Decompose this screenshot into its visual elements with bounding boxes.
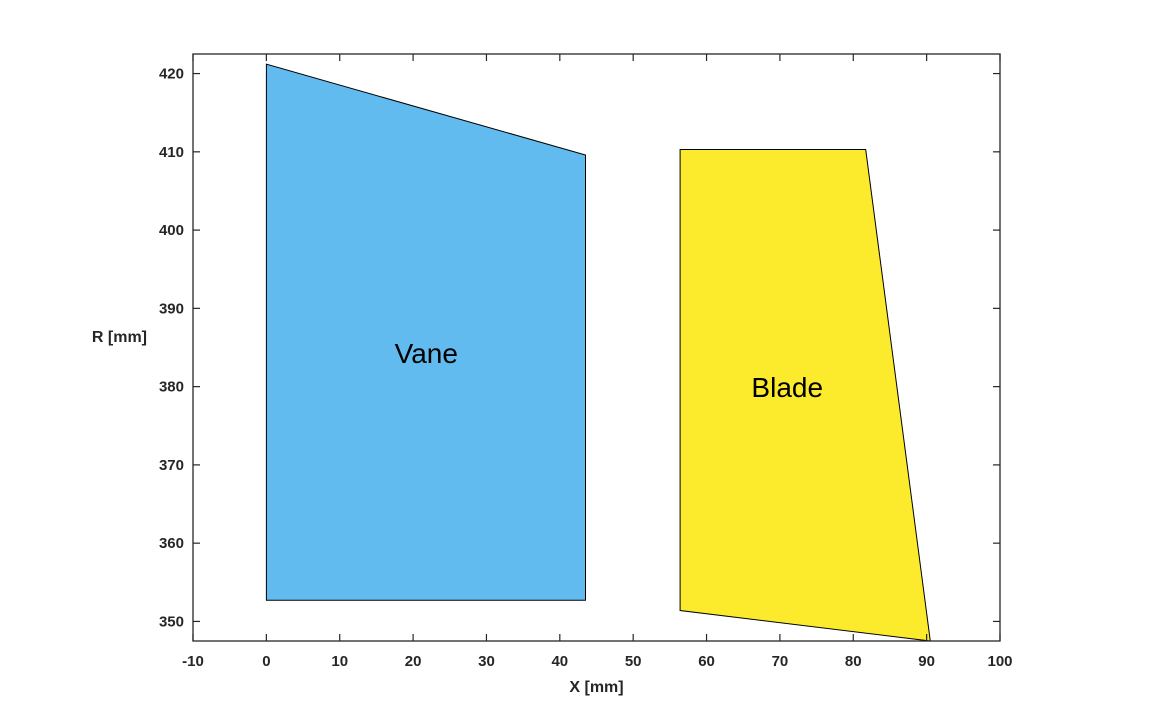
- y-tick-label: 420: [159, 66, 184, 83]
- y-tick-label: 380: [159, 379, 184, 396]
- tick-layer: [192, 54, 1001, 641]
- x-tick-label: 90: [918, 653, 935, 670]
- y-tick-label: 390: [159, 300, 184, 317]
- x-tick-label: 20: [405, 653, 422, 670]
- x-tick-label: 10: [331, 653, 348, 670]
- x-tick-label: 80: [845, 653, 862, 670]
- x-tick-label: 0: [262, 653, 270, 670]
- x-tick-label: -10: [182, 653, 204, 670]
- y-tick-label: 360: [159, 535, 184, 552]
- x-tick-label: 60: [698, 653, 715, 670]
- x-tick-label: 50: [625, 653, 642, 670]
- y-tick-label: 410: [159, 144, 184, 161]
- blade-region: [679, 149, 931, 642]
- plot-frame: [192, 53, 1001, 642]
- vane-region: [265, 63, 586, 601]
- x-tick-label: 40: [551, 653, 568, 670]
- y-tick-label: 350: [159, 613, 184, 630]
- x-tick-label: 30: [478, 653, 495, 670]
- x-axis-label: X [mm]: [569, 679, 623, 696]
- tick-label-layer: -10 0 10 20 30 40 50 60 70 80 90 100 350 360 370 380 390…: [159, 66, 1013, 670]
- y-tick-label: 370: [159, 457, 184, 474]
- y-tick-label: 400: [159, 222, 184, 239]
- vane-label: Vane: [395, 338, 458, 369]
- x-tick-label: 70: [772, 653, 789, 670]
- region-layer: Vane Blade: [265, 63, 931, 642]
- y-axis-label: R [mm]: [92, 329, 147, 346]
- x-tick-label: 100: [987, 653, 1012, 670]
- blade-label: Blade: [751, 372, 823, 403]
